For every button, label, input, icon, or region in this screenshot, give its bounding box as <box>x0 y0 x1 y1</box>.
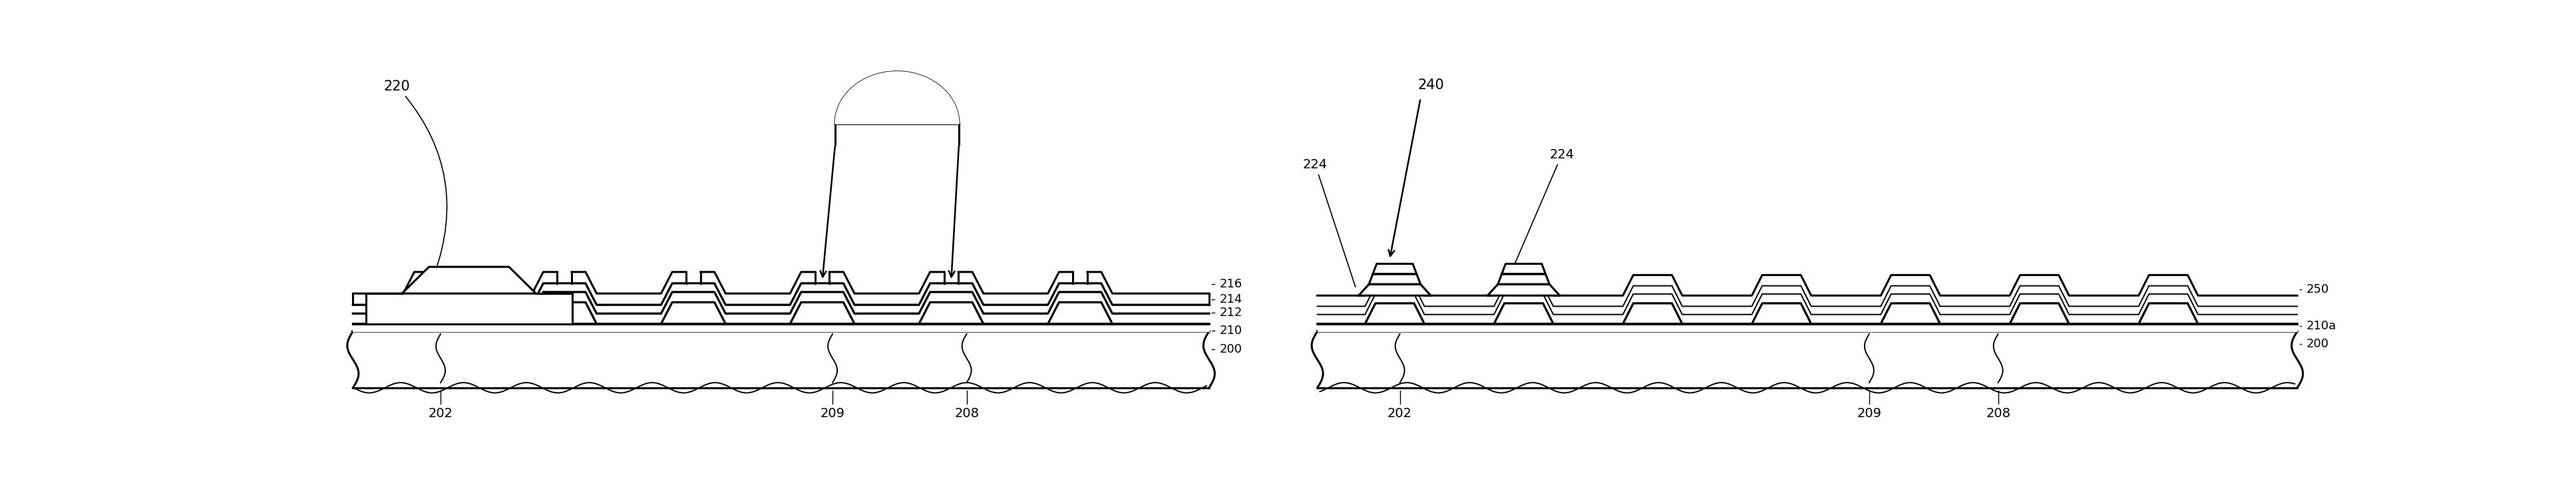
Text: 240: 240 <box>1417 78 1445 92</box>
Polygon shape <box>662 302 726 324</box>
Text: 209: 209 <box>819 407 845 420</box>
Polygon shape <box>353 292 1208 324</box>
Polygon shape <box>443 272 556 305</box>
Polygon shape <box>1316 275 2298 324</box>
Polygon shape <box>835 72 958 124</box>
Polygon shape <box>920 302 984 324</box>
Text: 210a: 210a <box>2306 320 2336 332</box>
Polygon shape <box>1494 303 1553 324</box>
Polygon shape <box>1623 303 1682 324</box>
Polygon shape <box>1880 303 1940 324</box>
Text: 224: 224 <box>1510 148 1574 277</box>
Polygon shape <box>353 272 428 305</box>
Text: 200: 200 <box>2306 338 2329 350</box>
Polygon shape <box>1048 302 1113 324</box>
Polygon shape <box>1497 274 1548 284</box>
Text: 212: 212 <box>1218 307 1242 319</box>
Polygon shape <box>1502 264 1546 274</box>
Polygon shape <box>533 302 598 324</box>
Polygon shape <box>402 267 536 293</box>
Polygon shape <box>958 272 1074 305</box>
Text: 250: 250 <box>2306 283 2329 295</box>
Text: 208: 208 <box>1986 407 2009 420</box>
Polygon shape <box>404 302 469 324</box>
Text: 214: 214 <box>1218 293 1242 305</box>
Polygon shape <box>1486 284 1558 295</box>
Polygon shape <box>1365 303 1425 324</box>
Text: 224: 224 <box>1303 159 1355 287</box>
Text: 216: 216 <box>1218 278 1242 290</box>
Text: 218: 218 <box>884 84 909 97</box>
Polygon shape <box>1358 284 1430 295</box>
Text: 208: 208 <box>953 407 979 420</box>
Text: 220: 220 <box>384 80 446 273</box>
Polygon shape <box>572 272 685 305</box>
Polygon shape <box>829 272 943 305</box>
Text: 210: 210 <box>1218 324 1242 336</box>
Polygon shape <box>701 272 814 305</box>
Polygon shape <box>2138 303 2197 324</box>
Text: 202: 202 <box>428 407 453 420</box>
Polygon shape <box>1373 264 1417 274</box>
Polygon shape <box>1087 272 1208 305</box>
Polygon shape <box>791 302 855 324</box>
Polygon shape <box>1368 274 1419 284</box>
Polygon shape <box>353 283 1208 313</box>
Polygon shape <box>1752 303 1811 324</box>
Polygon shape <box>2009 303 2069 324</box>
Text: 202: 202 <box>1388 407 1412 420</box>
Text: 200: 200 <box>1218 343 1242 355</box>
Text: 209: 209 <box>1857 407 1880 420</box>
Polygon shape <box>366 293 572 324</box>
